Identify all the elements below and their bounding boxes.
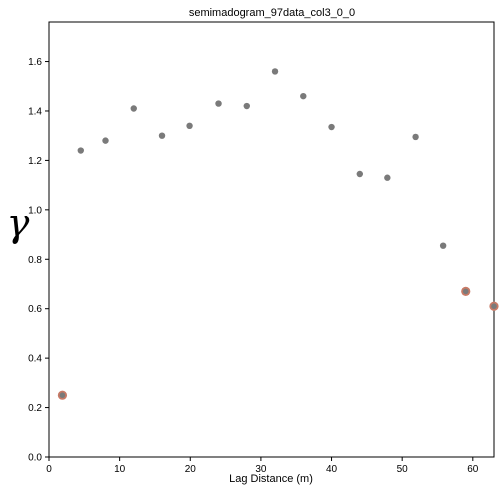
y-tick-label: 0.8	[28, 255, 42, 266]
data-point	[102, 137, 109, 144]
y-tick-label: 0.2	[28, 403, 42, 414]
y-axis-label: γ	[7, 201, 30, 245]
data-point-center	[462, 288, 469, 295]
x-tick-label: 0	[46, 464, 52, 475]
data-points	[57, 68, 499, 400]
data-point	[243, 102, 250, 110]
data-point	[300, 92, 307, 100]
plot-frame	[48, 21, 495, 458]
data-point-center	[491, 303, 497, 310]
x-tick-label: 50	[397, 464, 409, 475]
x-tick-label: 40	[326, 464, 338, 475]
data-point	[186, 122, 193, 130]
data-point	[439, 242, 447, 249]
axis-ticks: 0 10 20 30 40 50 60 0.0 0.2 0.4 0.6 0.8 1.0 1.2 1.4 1.6	[28, 57, 479, 475]
x-tick-label: 60	[467, 464, 479, 475]
y-tick-label: 1.0	[28, 205, 42, 216]
y-tick-label: 1.4	[28, 106, 42, 117]
x-axis-label: Lag Distance (m)	[229, 473, 313, 485]
data-point	[271, 68, 279, 75]
y-tick-label: 1.2	[28, 156, 42, 167]
x-tick-label: 20	[185, 464, 197, 475]
chart-title: semimadogram_97data_col3_0_0	[189, 7, 355, 19]
data-point	[356, 170, 363, 178]
x-tick-label: 30	[255, 464, 267, 475]
y-tick-label: 0.4	[28, 354, 42, 365]
data-point	[384, 174, 391, 181]
data-point	[215, 100, 222, 107]
data-point	[328, 123, 335, 131]
data-point	[412, 133, 419, 141]
data-point	[130, 105, 137, 112]
y-tick-label: 0.6	[28, 304, 42, 315]
data-point	[158, 132, 166, 139]
data-point-center	[59, 392, 66, 399]
x-tick-label: 10	[114, 464, 126, 475]
data-point	[77, 147, 84, 154]
y-tick-label: 1.6	[28, 57, 42, 68]
y-tick-label: 0.0	[28, 453, 42, 464]
